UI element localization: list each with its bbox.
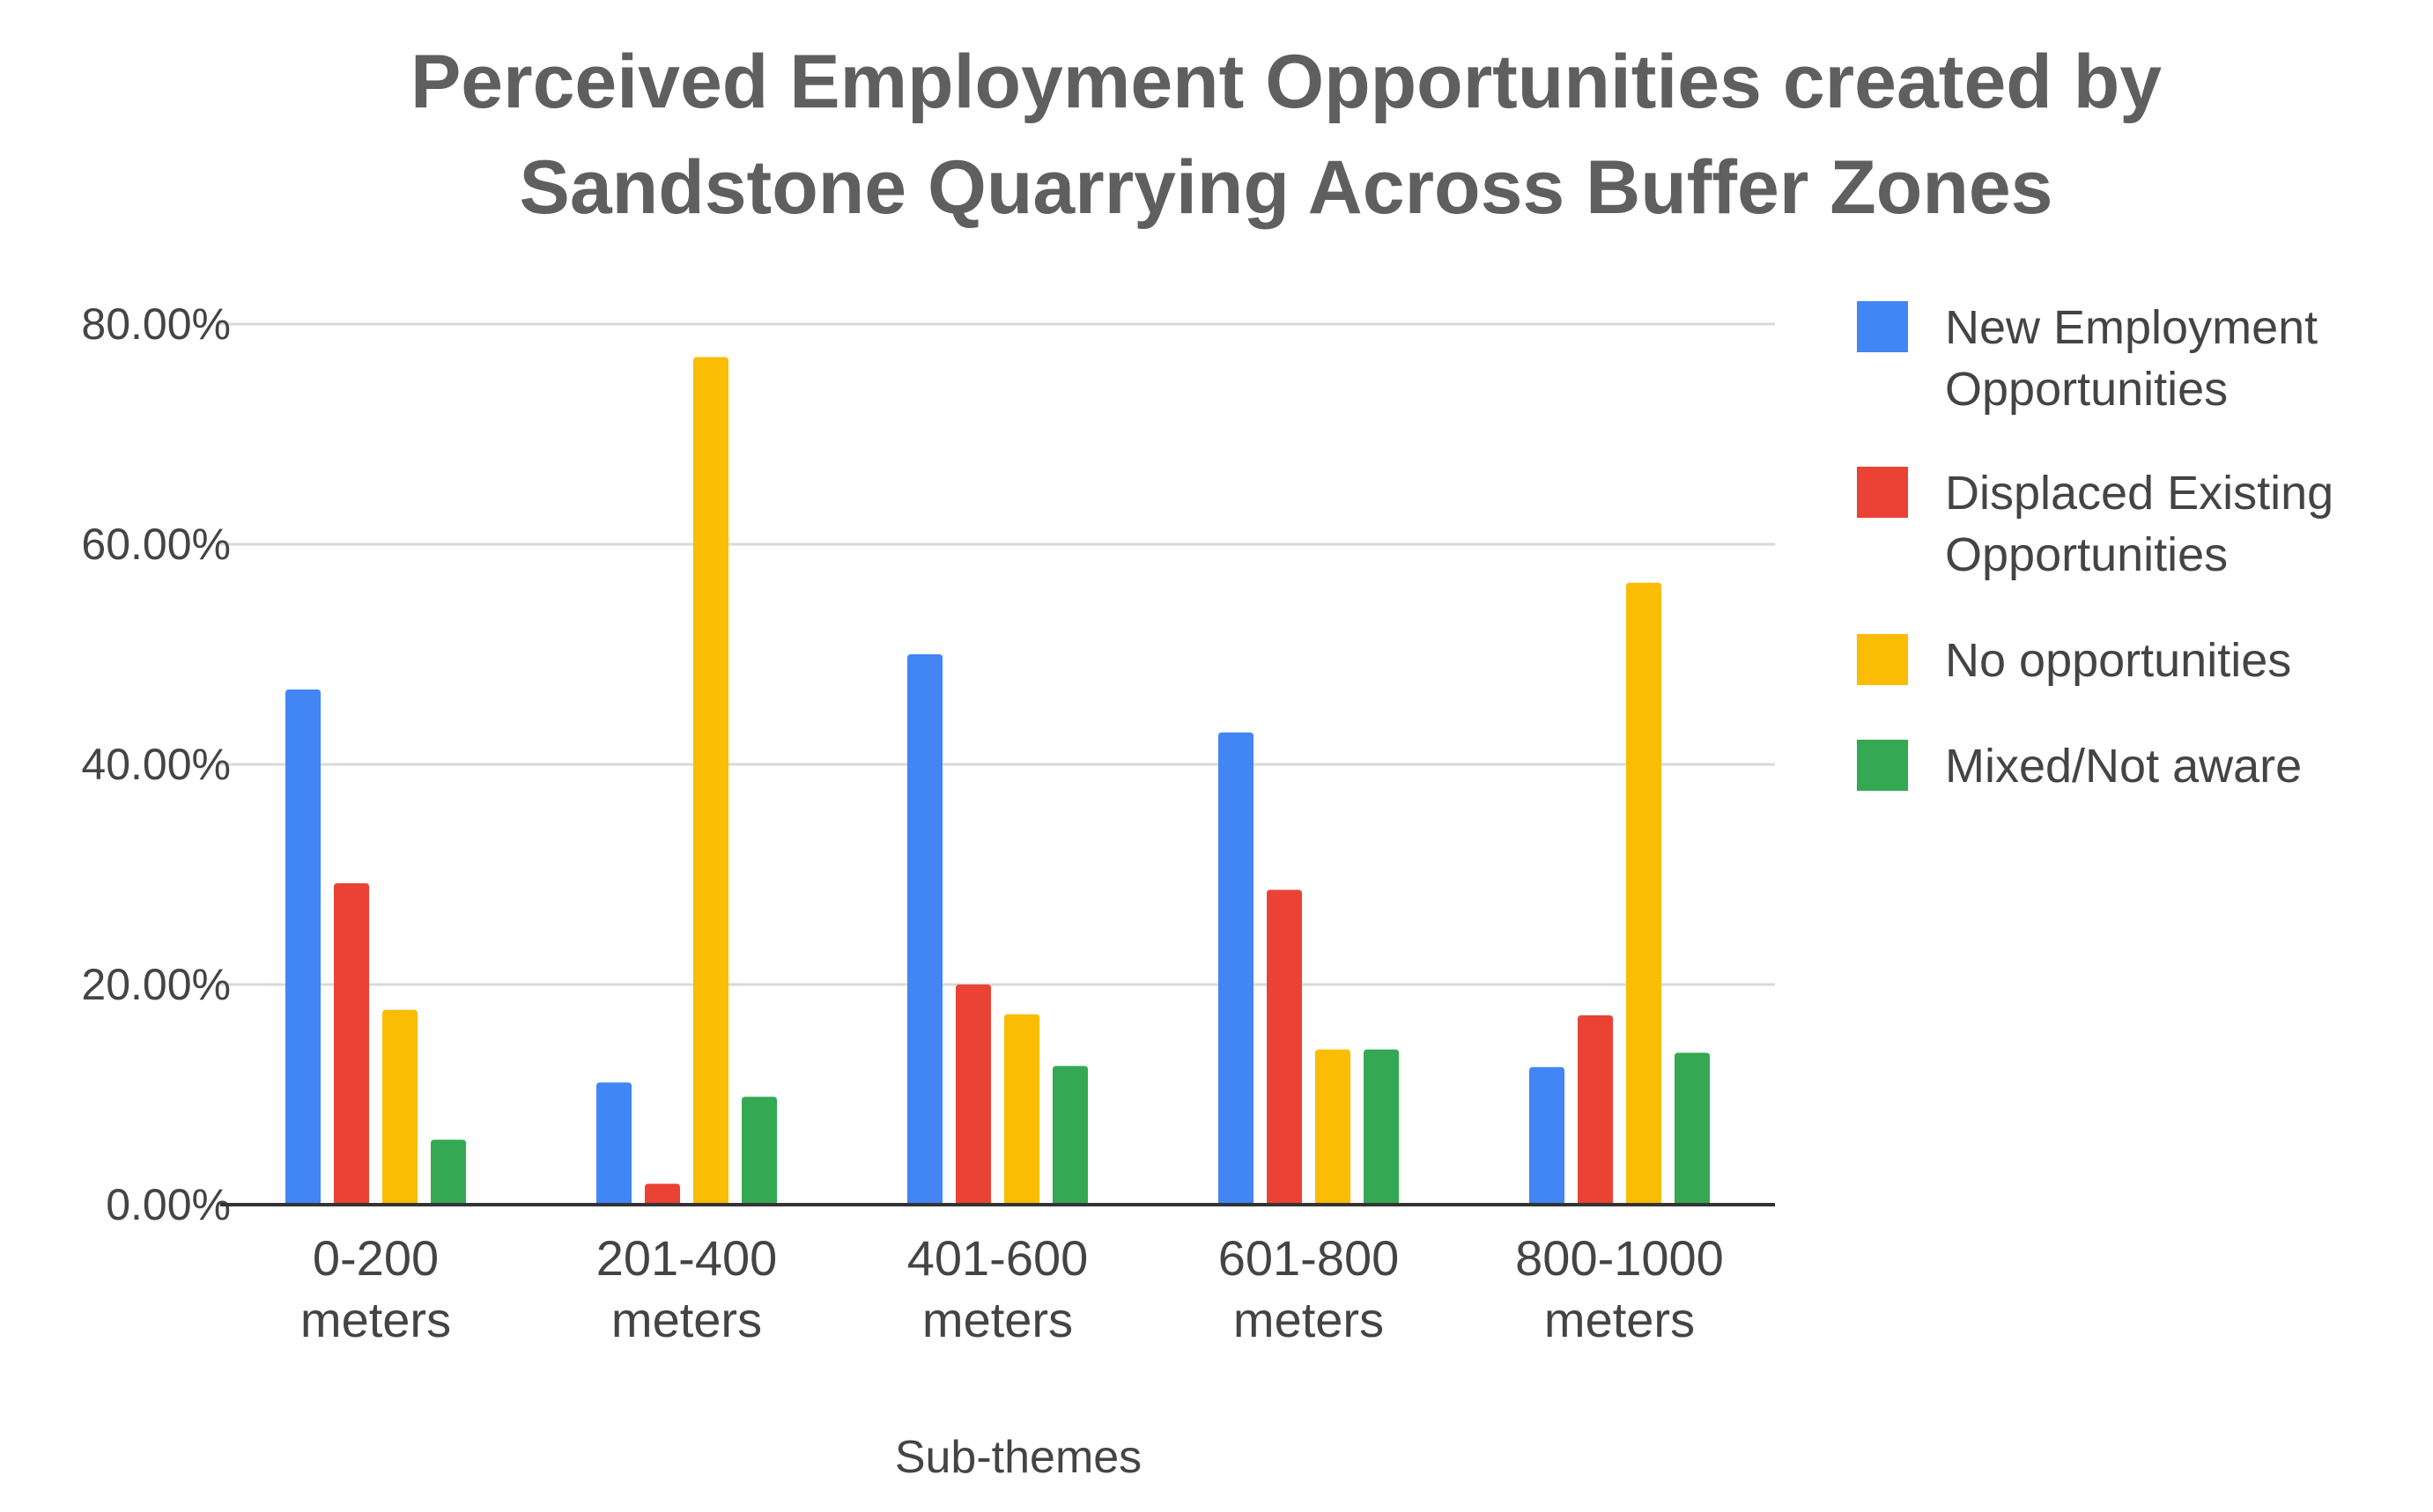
x-tick-label: 0-200 <box>313 1230 439 1286</box>
bar <box>1675 1052 1710 1205</box>
x-axis-ticks: 0-200 meters 201-400 meters 401-600 meters 601… <box>300 1230 1724 1347</box>
bar <box>645 1184 680 1205</box>
x-tick-label: 601-800 <box>1218 1230 1400 1286</box>
y-tick-label: 0.00% <box>106 1180 231 1229</box>
bar <box>382 1009 418 1205</box>
bar <box>956 985 991 1205</box>
legend-label: No opportunities <box>1945 634 2291 687</box>
x-tick-label: meters <box>611 1292 762 1347</box>
legend-label: New Employment <box>1945 301 2318 354</box>
bar <box>285 690 321 1205</box>
legend-swatch <box>1857 740 1908 791</box>
bar <box>431 1140 466 1205</box>
chart-title-line-2: Sandstone Quarrying Across Buffer Zones <box>519 145 2052 230</box>
y-tick-label: 80.00% <box>81 299 231 349</box>
x-tick-label: meters <box>1233 1292 1384 1347</box>
legend-swatch <box>1857 467 1908 518</box>
chart-title-line-1: Perceived Employment Opportunities creat… <box>410 40 2162 124</box>
bar <box>742 1096 777 1205</box>
bar <box>1578 1015 1613 1205</box>
bar <box>1364 1049 1399 1205</box>
bar <box>1315 1049 1350 1205</box>
bar <box>1004 1014 1039 1205</box>
legend-item: No opportunities <box>1857 634 2291 687</box>
x-tick-label: 800-1000 <box>1515 1230 1724 1286</box>
legend-item: Mixed/Not aware <box>1857 740 2302 793</box>
bar <box>907 654 943 1205</box>
x-tick-label: meters <box>1544 1292 1695 1347</box>
legend-item: Displaced Existing Opportunities <box>1857 467 2333 581</box>
bar <box>334 883 369 1205</box>
bars <box>285 357 1710 1205</box>
bar <box>1529 1066 1564 1205</box>
legend-item: New Employment Opportunities <box>1857 301 2318 416</box>
bar <box>1626 582 1661 1205</box>
x-tick-label: 401-600 <box>907 1230 1089 1286</box>
legend-label: Mixed/Not aware <box>1945 740 2302 793</box>
y-tick-label: 20.00% <box>81 960 231 1009</box>
bar <box>1267 889 1302 1205</box>
x-tick-label: 201-400 <box>596 1230 778 1286</box>
y-tick-label: 40.00% <box>81 740 231 789</box>
x-tick-label: meters <box>922 1292 1073 1347</box>
legend-label: Opportunities <box>1945 528 2228 581</box>
bar <box>596 1082 632 1205</box>
x-axis-title: Sub-themes <box>895 1432 1142 1483</box>
legend-label: Opportunities <box>1945 363 2228 416</box>
legend-swatch <box>1857 301 1908 352</box>
x-tick-label: meters <box>300 1292 451 1347</box>
bar <box>693 357 728 1205</box>
legend-swatch <box>1857 634 1908 685</box>
bar <box>1218 732 1253 1205</box>
y-tick-label: 60.00% <box>81 520 231 569</box>
bar <box>1053 1066 1088 1205</box>
legend-label: Displaced Existing <box>1945 467 2333 520</box>
y-axis-ticks: 0.00% 20.00% 40.00% 60.00% 80.00% <box>81 299 231 1229</box>
gridlines <box>220 322 1775 986</box>
